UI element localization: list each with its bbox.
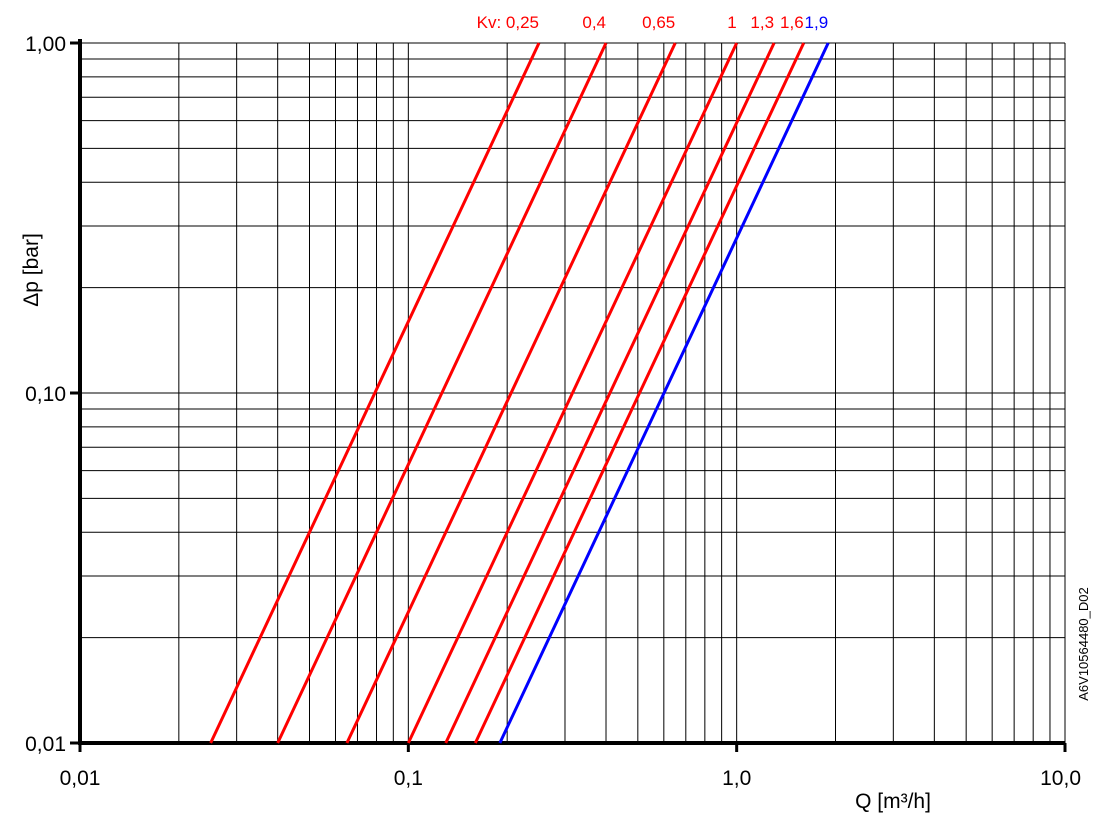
kv-label: 1 — [727, 13, 736, 32]
series-line-kv-0-65 — [345, 42, 677, 744]
x-axis-title: Q [m³/h] — [855, 790, 931, 813]
series-line-kv-1 — [406, 42, 739, 744]
tick-labels: 0,01 0,1 1,0 10,0 0,01 0,10 1,00 — [25, 33, 1081, 790]
series-line-kv-1-9 — [498, 42, 830, 744]
figure-code: A6V10564480_D02 — [1076, 587, 1091, 701]
axes — [70, 39, 1067, 752]
kv-label: Kv: 0,25 — [477, 13, 539, 32]
x-tick-label: 0,01 — [60, 767, 101, 790]
y-tick-label: 0,01 — [25, 733, 66, 756]
series-line-kv-0-4 — [276, 42, 608, 744]
kv-labels: Kv: 0,25 0,4 0,65 1 1,3 1,6 1,9 — [477, 13, 829, 32]
x-tick-label: 1,0 — [722, 767, 751, 790]
kv-label: 1,9 — [805, 13, 829, 32]
kv-label: 0,65 — [642, 13, 675, 32]
kv-label: 1,6 — [780, 13, 804, 32]
series-line-kv-1-6 — [473, 42, 806, 744]
x-tick-label: 0,1 — [394, 767, 423, 790]
series-line-kv-0-25 — [209, 42, 541, 744]
grid — [79, 42, 1066, 744]
y-tick-label: 1,00 — [25, 33, 66, 56]
x-tick-label: 10,0 — [1040, 767, 1081, 790]
y-axis-title: Δp [bar] — [20, 233, 43, 307]
series-lines — [209, 42, 830, 744]
kv-label: 1,3 — [750, 13, 774, 32]
kv-label: 0,4 — [582, 13, 606, 32]
series-line-kv-1-3 — [444, 42, 776, 744]
y-tick-label: 0,10 — [25, 383, 66, 406]
